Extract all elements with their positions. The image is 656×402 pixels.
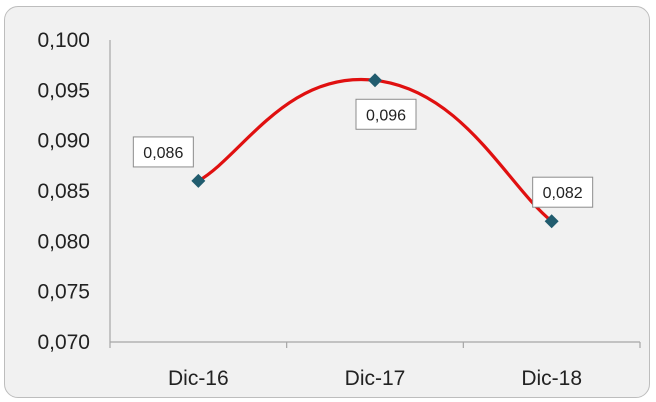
y-tick-label: 0,095 (37, 79, 90, 102)
data-label: 0,086 (143, 145, 183, 162)
x-tick-label: Dic-18 (521, 367, 582, 390)
data-label: 0,082 (543, 185, 583, 202)
y-tick-label: 0,090 (37, 130, 90, 153)
data-label-box (132, 136, 194, 168)
x-tick-label: Dic-16 (168, 367, 229, 390)
y-tick-label: 0,075 (37, 281, 90, 304)
y-tick-label: 0,085 (37, 180, 90, 203)
data-point-marker (191, 173, 206, 188)
data-labels: 0,086 0,096 0,082 (132, 98, 594, 208)
y-tick-label: 0,100 (37, 29, 90, 52)
data-point-marker (544, 214, 559, 229)
y-tick-label: 0,070 (37, 331, 90, 354)
x-axis: Dic-16 Dic-17 Dic-18 (109, 341, 641, 390)
data-point-marker (368, 73, 382, 88)
series-line-group (191, 73, 559, 229)
data-label-box (355, 98, 417, 130)
x-tick-label: Dic-17 (345, 367, 406, 390)
y-axis: 0,070 0,075 0,080 0,085 0,090 0,095 0,100 (37, 29, 111, 354)
data-label-box (532, 176, 594, 208)
data-label: 0,096 (366, 107, 406, 124)
y-tick-label: 0,080 (37, 230, 90, 253)
